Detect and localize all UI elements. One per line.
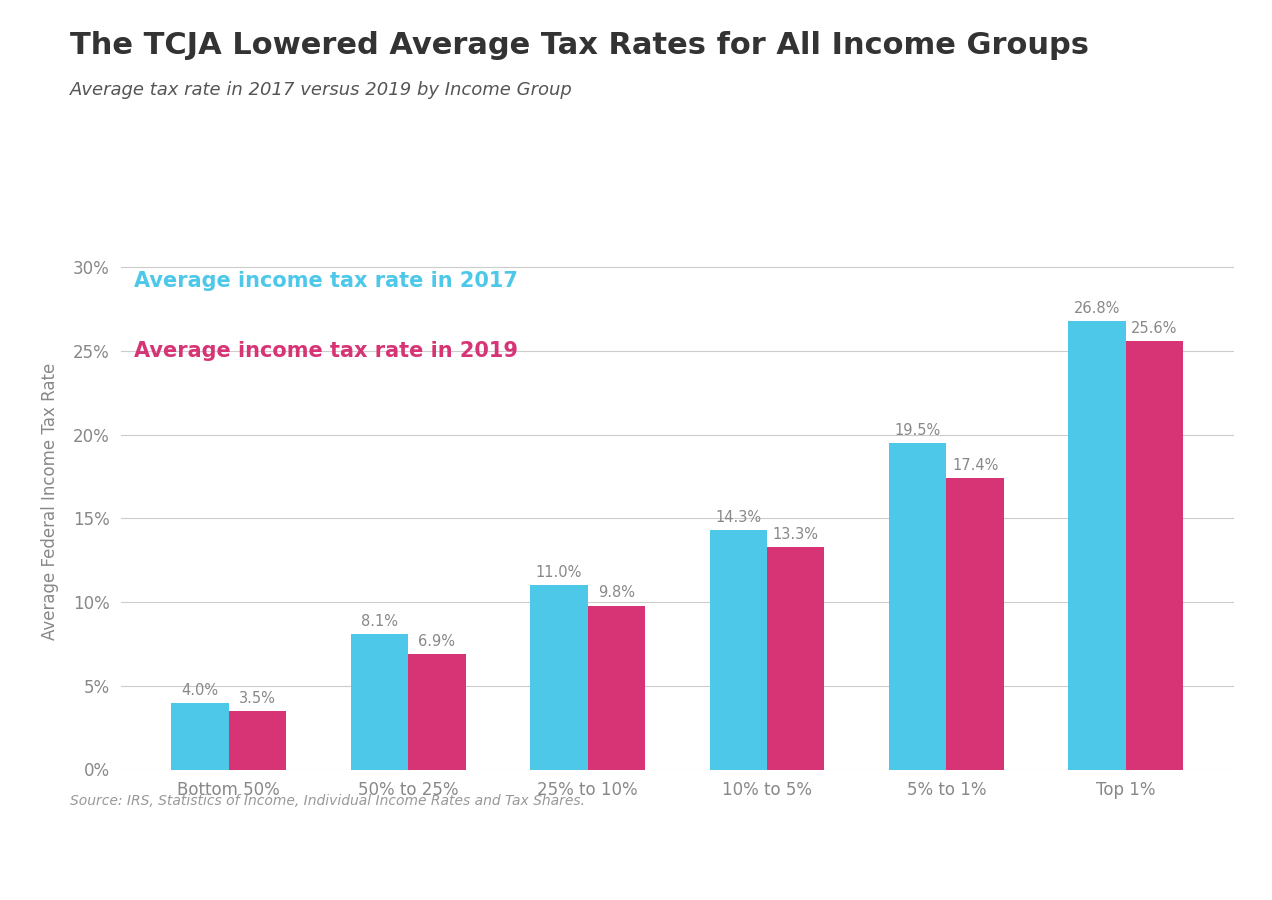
Bar (172, 703, 229, 770)
Text: Average tax rate in 2017 versus 2019 by Income Group: Average tax rate in 2017 versus 2019 by … (70, 81, 572, 99)
Bar (351, 634, 408, 770)
Bar (408, 654, 466, 770)
Bar (889, 443, 946, 770)
Text: TAX FOUNDATION: TAX FOUNDATION (23, 853, 216, 873)
Text: 17.4%: 17.4% (951, 458, 999, 473)
Bar (1068, 321, 1126, 770)
Y-axis label: Average Federal Income Tax Rate: Average Federal Income Tax Rate (41, 363, 59, 641)
Text: The TCJA Lowered Average Tax Rates for All Income Groups: The TCJA Lowered Average Tax Rates for A… (70, 32, 1089, 60)
Text: 14.3%: 14.3% (715, 510, 762, 526)
Bar (946, 478, 1004, 770)
Text: 19.5%: 19.5% (894, 423, 941, 438)
Text: Average income tax rate in 2019: Average income tax rate in 2019 (135, 341, 518, 361)
Text: 8.1%: 8.1% (361, 614, 398, 629)
Text: 9.8%: 9.8% (598, 586, 635, 600)
Text: 6.9%: 6.9% (418, 634, 455, 649)
Bar (229, 711, 286, 770)
Text: 25.6%: 25.6% (1131, 321, 1178, 336)
Text: 4.0%: 4.0% (182, 682, 219, 698)
Text: Average income tax rate in 2017: Average income tax rate in 2017 (135, 272, 518, 292)
Bar (588, 606, 645, 770)
Bar (710, 530, 767, 770)
Bar (1126, 341, 1183, 770)
Text: 26.8%: 26.8% (1074, 301, 1121, 316)
Text: @TaxFoundation: @TaxFoundation (1089, 853, 1249, 873)
Text: 11.0%: 11.0% (536, 565, 583, 581)
Text: Source: IRS, Statistics of Income, Individual Income Rates and Tax Shares.: Source: IRS, Statistics of Income, Indiv… (70, 794, 585, 808)
Text: 13.3%: 13.3% (773, 526, 819, 542)
Bar (767, 547, 824, 770)
Bar (530, 585, 588, 770)
Text: 3.5%: 3.5% (239, 691, 276, 706)
